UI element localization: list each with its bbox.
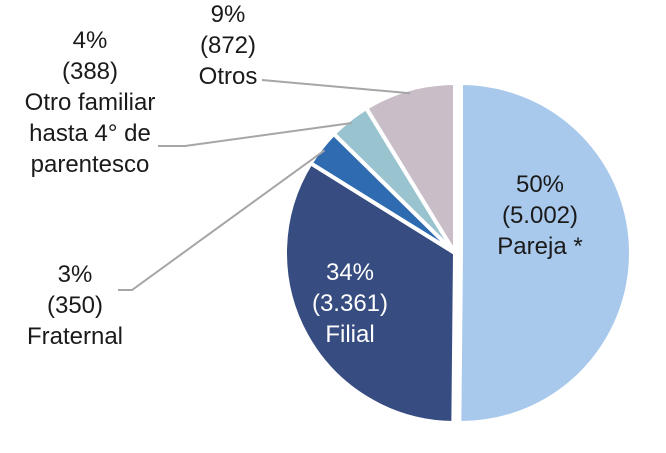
slice-percent-label: 9% — [211, 1, 246, 28]
slice-category-label: Filial — [325, 321, 374, 348]
slice-category-label: Pareja * — [497, 233, 582, 260]
slice-category-label: Fraternal — [27, 323, 123, 350]
leader-line-3 — [158, 122, 352, 147]
slice-count-label: (350) — [47, 292, 103, 319]
leader-line-2 — [118, 149, 326, 291]
slice-count-label: (872) — [200, 32, 256, 59]
slice-category-label: Otro familiar — [25, 89, 156, 116]
slice-percent-label: 3% — [58, 261, 93, 288]
slice-percent-label: 4% — [73, 27, 108, 54]
slice-percent-label: 34% — [326, 259, 374, 286]
slice-count-label: (3.361) — [312, 290, 388, 317]
slice-category-label: Otros — [199, 63, 258, 90]
slice-count-label: (388) — [62, 58, 118, 85]
leader-line-4 — [261, 79, 411, 95]
slice-count-label: (5.002) — [502, 202, 578, 229]
slice-category-label: parentesco — [31, 151, 150, 178]
pie-slice-0 — [457, 81, 634, 426]
pie-slice-4 — [364, 81, 457, 255]
slice-labels: 50% (5.002) Pareja * 34% (3.361) Filial 3% (350… — [25, 1, 583, 350]
pie-slices — [283, 81, 634, 426]
slice-percent-label: 50% — [516, 171, 564, 198]
slice-category-label: hasta 4° de — [29, 120, 151, 147]
leader-lines — [118, 79, 411, 291]
